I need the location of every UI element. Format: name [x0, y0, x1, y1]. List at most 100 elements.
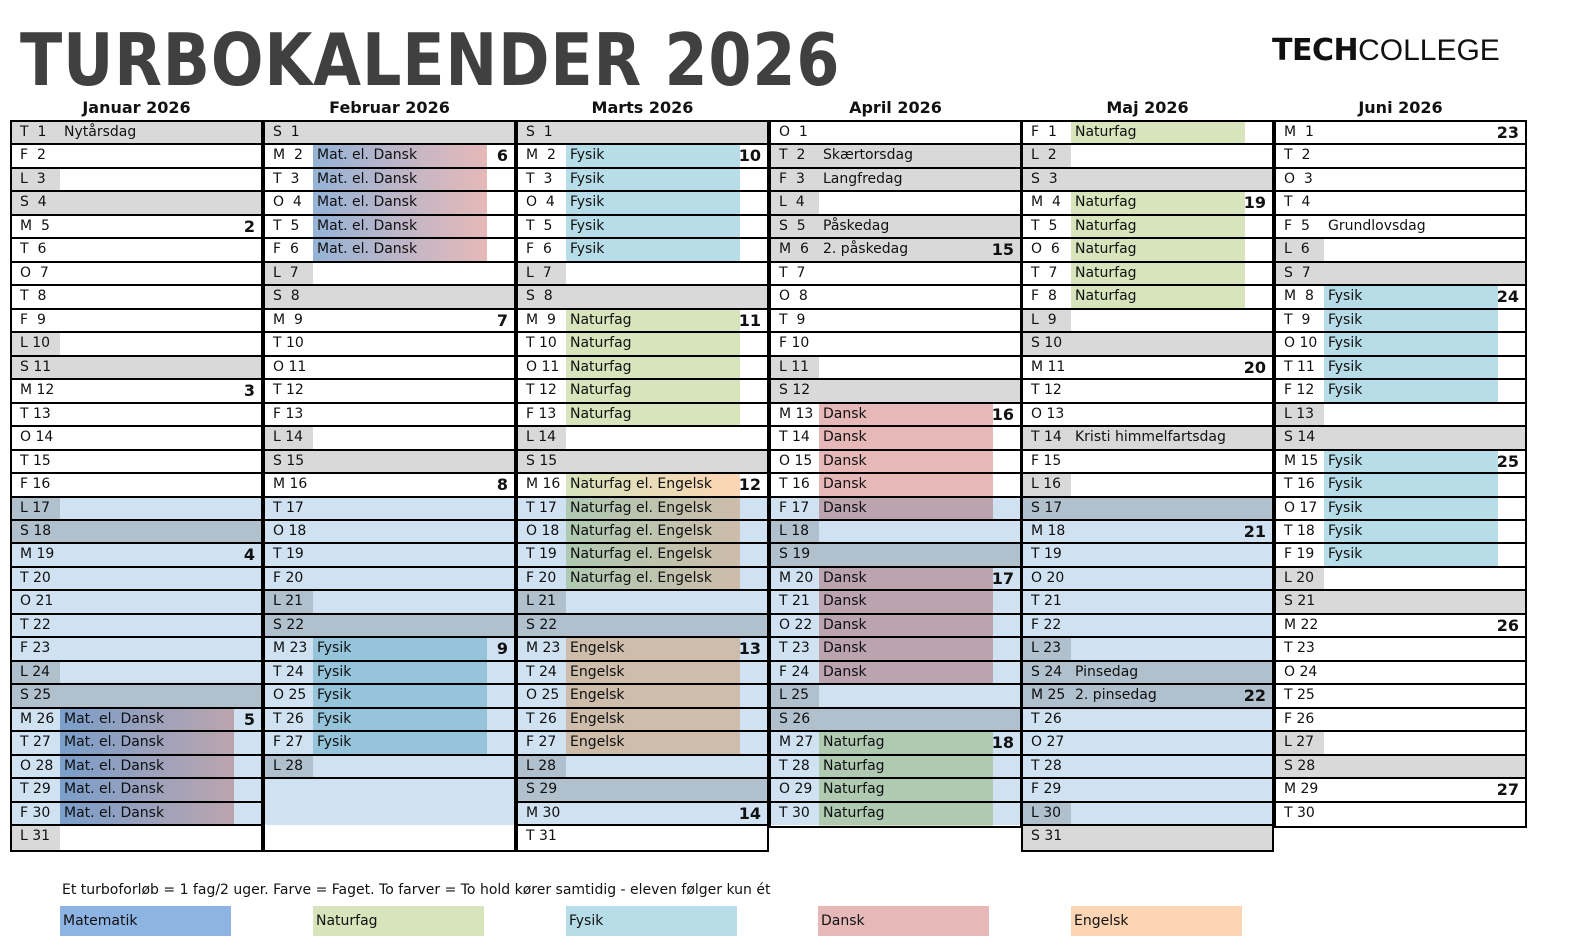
day-row[interactable]: F 24 Dansk — [771, 661, 1020, 686]
day-row[interactable]: O 14 — [12, 427, 261, 451]
day-row[interactable]: T 25 — [1276, 685, 1525, 709]
day-row[interactable]: M 26 Mat. el. Dansk 5 — [12, 708, 261, 733]
day-row[interactable]: T 2 — [1276, 145, 1525, 169]
day-row[interactable]: L 11 — [771, 356, 1020, 381]
day-row[interactable]: M 18 21 — [1023, 521, 1272, 545]
day-row[interactable]: O 11 — [265, 357, 514, 381]
day-row[interactable]: T 7 — [771, 263, 1020, 287]
day-row[interactable]: T 17 Naturfag el. Engelsk — [518, 497, 767, 521]
day-row[interactable]: T 14 Kristi himmelfartsdag — [1023, 427, 1272, 451]
day-row[interactable]: M 13 Dansk 16 — [771, 403, 1020, 428]
day-row[interactable]: M 6 2. påskedag 15 — [771, 239, 1020, 263]
day-row[interactable]: T 15 — [12, 451, 261, 475]
day-row[interactable]: T 28 Naturfag — [771, 755, 1020, 780]
day-row[interactable]: F 8 Naturfag — [1023, 286, 1272, 310]
day-row[interactable]: F 6 Mat. el. Dansk — [265, 239, 514, 263]
day-row[interactable]: O 18 — [265, 521, 514, 545]
day-row[interactable]: M 27 Naturfag 18 — [771, 732, 1020, 756]
day-row[interactable]: F 13 Naturfag — [518, 403, 767, 428]
day-row[interactable]: F 20 — [265, 568, 514, 592]
day-row[interactable]: T 14 Dansk — [771, 427, 1020, 451]
day-row[interactable]: O 29 Naturfag — [771, 779, 1020, 803]
day-row[interactable]: S 18 — [12, 520, 261, 545]
day-row[interactable]: T 1 Nytårsdag — [12, 122, 261, 146]
day-row[interactable]: T 21 Dansk — [771, 591, 1020, 615]
day-row[interactable]: F 1 Naturfag — [1023, 122, 1272, 146]
day-row[interactable]: F 15 — [1023, 451, 1272, 475]
day-row[interactable]: T 29 Mat. el. Dansk — [12, 779, 261, 803]
day-row[interactable]: M 9 Naturfag 11 — [518, 309, 767, 334]
day-row[interactable]: S 11 — [12, 356, 261, 381]
day-row[interactable]: L 7 — [265, 262, 514, 287]
day-row[interactable]: O 20 — [1023, 568, 1272, 592]
day-row[interactable]: L 25 — [771, 685, 1020, 709]
day-row[interactable]: L 27 — [1276, 732, 1525, 756]
day-row[interactable]: M 4 Naturfag 19 — [1023, 192, 1272, 216]
day-row[interactable]: L 23 — [1023, 638, 1272, 662]
day-row[interactable]: T 10 Naturfag — [518, 333, 767, 357]
day-row[interactable]: O 10 Fysik — [1276, 333, 1525, 357]
day-row[interactable]: S 19 — [771, 544, 1020, 568]
day-row[interactable]: L 21 — [265, 591, 514, 615]
day-row[interactable]: O 4 Mat. el. Dansk — [265, 192, 514, 216]
day-row[interactable]: M 1 23 — [1276, 122, 1525, 146]
day-row[interactable]: L 30 — [1023, 802, 1272, 827]
day-row[interactable]: T 7 Naturfag — [1023, 262, 1272, 287]
day-row[interactable]: F 29 — [1023, 779, 1272, 803]
day-row[interactable]: T 12 — [1023, 380, 1272, 404]
day-row[interactable]: T 18 Fysik — [1276, 520, 1525, 545]
day-row[interactable]: F 22 — [1023, 615, 1272, 639]
day-row[interactable]: M 19 4 — [12, 544, 261, 568]
day-row[interactable]: O 25 Engelsk — [518, 685, 767, 709]
day-row[interactable]: T 5 Mat. el. Dansk — [265, 215, 514, 240]
day-row[interactable]: M 23 Engelsk 13 — [518, 638, 767, 662]
day-row[interactable]: F 23 — [12, 638, 261, 662]
day-row[interactable]: O 7 — [12, 263, 261, 287]
day-row[interactable]: T 28 — [1023, 756, 1272, 780]
day-row[interactable]: S 5 Påskedag — [771, 215, 1020, 240]
day-row[interactable]: F 2 — [12, 145, 261, 169]
day-row[interactable]: S 24 Pinsedag — [1023, 661, 1272, 686]
day-row[interactable]: O 17 Fysik — [1276, 497, 1525, 521]
day-row[interactable]: F 27 Engelsk — [518, 732, 767, 756]
day-row[interactable]: T 22 — [12, 615, 261, 639]
day-row[interactable]: S 3 — [1023, 168, 1272, 193]
day-row[interactable]: T 31 — [518, 826, 767, 849]
day-row[interactable]: L 13 — [1276, 403, 1525, 428]
day-row[interactable]: O 24 — [1276, 662, 1525, 686]
day-row[interactable]: S 8 — [265, 286, 514, 310]
day-row[interactable]: T 26 Fysik — [265, 708, 514, 733]
day-row[interactable]: O 27 — [1023, 732, 1272, 756]
day-row[interactable]: S 7 — [1276, 262, 1525, 287]
day-row[interactable]: L 3 — [12, 168, 261, 193]
day-row[interactable]: S 12 — [771, 380, 1020, 404]
day-row[interactable]: T 12 Naturfag — [518, 380, 767, 404]
day-row[interactable]: L 20 — [1276, 567, 1525, 592]
day-row[interactable]: M 30 14 — [518, 803, 767, 827]
day-row[interactable]: T 11 Fysik — [1276, 356, 1525, 381]
day-row[interactable]: S 15 — [265, 450, 514, 475]
day-row[interactable]: T 2 Skærtorsdag — [771, 145, 1020, 169]
day-row[interactable]: M 16 8 — [265, 474, 514, 498]
day-row[interactable]: T 23 — [1276, 638, 1525, 662]
day-row[interactable]: L 14 — [518, 427, 767, 451]
day-row[interactable]: O 8 — [771, 286, 1020, 310]
day-row[interactable]: T 16 Fysik — [1276, 474, 1525, 498]
day-row[interactable]: L 9 — [1023, 309, 1272, 334]
day-row[interactable]: L 17 — [12, 497, 261, 521]
day-row[interactable]: T 27 Mat. el. Dansk — [12, 732, 261, 756]
day-row[interactable] — [265, 779, 514, 802]
day-row[interactable]: S 1 — [265, 122, 514, 146]
day-row[interactable]: L 14 — [265, 427, 514, 451]
day-row[interactable]: M 23 Fysik 9 — [265, 638, 514, 662]
day-row[interactable]: L 6 — [1276, 239, 1525, 263]
day-row[interactable]: M 20 Dansk 17 — [771, 567, 1020, 592]
day-row[interactable]: M 11 20 — [1023, 357, 1272, 381]
day-row[interactable]: F 19 Fysik — [1276, 544, 1525, 568]
day-row[interactable]: S 22 — [518, 614, 767, 639]
day-row[interactable]: T 3 Fysik — [518, 168, 767, 193]
day-row[interactable]: T 12 — [265, 380, 514, 404]
day-row[interactable]: O 3 — [1276, 169, 1525, 193]
day-row[interactable]: T 17 — [265, 498, 514, 521]
day-row[interactable]: T 6 — [12, 239, 261, 263]
